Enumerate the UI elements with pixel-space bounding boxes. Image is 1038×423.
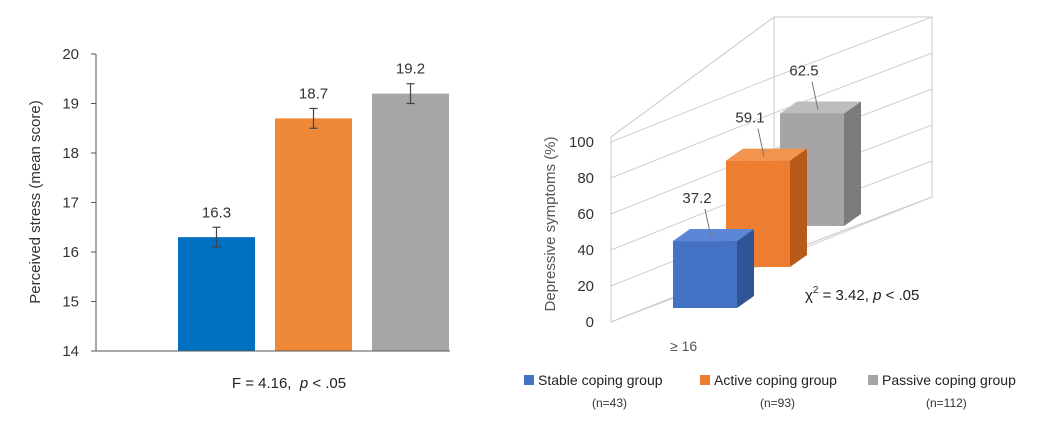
bar-side-active — [790, 148, 807, 267]
y-tick-label: 20 — [577, 278, 594, 295]
bar-top-passive — [780, 101, 861, 114]
chi-square-annotation: χ2 = 3.42, p < .05 — [805, 285, 919, 304]
leader-line — [757, 128, 765, 157]
gridline — [610, 76, 775, 143]
stress-bar-chart: Perceived stress (mean score) 14 15 16 17 18… — [27, 46, 450, 392]
legend-label-passive: Passive coping group — [882, 372, 1016, 388]
bar-side-passive — [844, 101, 861, 226]
bar-stable — [178, 237, 255, 351]
legend-swatch-active — [700, 375, 710, 385]
y-tick-label: 60 — [577, 206, 594, 223]
depressive-3d-bar-chart: Depressive symptoms (%) 0 20 40 60 80 100 62.… — [542, 16, 933, 354]
data-label: 19.2 — [396, 61, 425, 78]
legend-item-stable: Stable coping group — [524, 372, 663, 388]
y-tick-label: 15 — [62, 294, 79, 311]
y-axis-label-3d: Depressive symptoms (%) — [542, 136, 559, 311]
data-label: 59.1 — [735, 110, 764, 127]
category-label: ≥ 16 — [670, 338, 697, 354]
y-tick-label: 17 — [62, 195, 79, 212]
data-label: 62.5 — [789, 63, 818, 80]
data-label: 18.7 — [299, 85, 328, 102]
y-tick-label: 20 — [62, 46, 79, 63]
bar-front-stable — [673, 241, 737, 308]
leader-line — [811, 81, 819, 110]
y-tick-label: 16 — [62, 244, 79, 261]
bar-active — [275, 118, 352, 351]
legend: Stable coping group (n=43) Active coping… — [520, 372, 1030, 420]
y-tick-label: 18 — [62, 145, 79, 162]
legend-n-active: (n=93) — [760, 396, 796, 410]
bar-side-stable — [737, 229, 754, 308]
legend-n-passive: (n=112) — [926, 396, 967, 410]
legend-item-active: Active coping group — [700, 372, 837, 388]
legend-item-passive: Passive coping group — [868, 372, 1016, 388]
legend-n-stable: (n=43) — [592, 396, 628, 410]
bar-passive — [372, 93, 449, 351]
bar-top-stable — [673, 229, 754, 242]
y-tick-label: 14 — [62, 343, 79, 360]
leader-line — [704, 208, 712, 238]
y-tick-label: 80 — [577, 170, 594, 187]
legend-label-stable: Stable coping group — [538, 372, 663, 388]
y-tick-label: 40 — [577, 242, 594, 259]
gridline — [610, 112, 775, 179]
anova-annotation: F = 4.16, p < .05 — [232, 375, 346, 392]
legend-swatch-passive — [868, 375, 878, 385]
y-tick-label: 100 — [569, 134, 594, 151]
legend-label-active: Active coping group — [714, 372, 837, 388]
data-label: 37.2 — [682, 190, 711, 207]
legend-swatch-stable — [524, 375, 534, 385]
gridline — [773, 16, 933, 78]
y-axis-label: Perceived stress (mean score) — [27, 100, 44, 303]
data-label: 16.3 — [202, 204, 231, 221]
y-tick-label: 0 — [586, 314, 594, 331]
bar-top-active — [726, 148, 807, 161]
y-tick-label: 19 — [62, 96, 79, 113]
